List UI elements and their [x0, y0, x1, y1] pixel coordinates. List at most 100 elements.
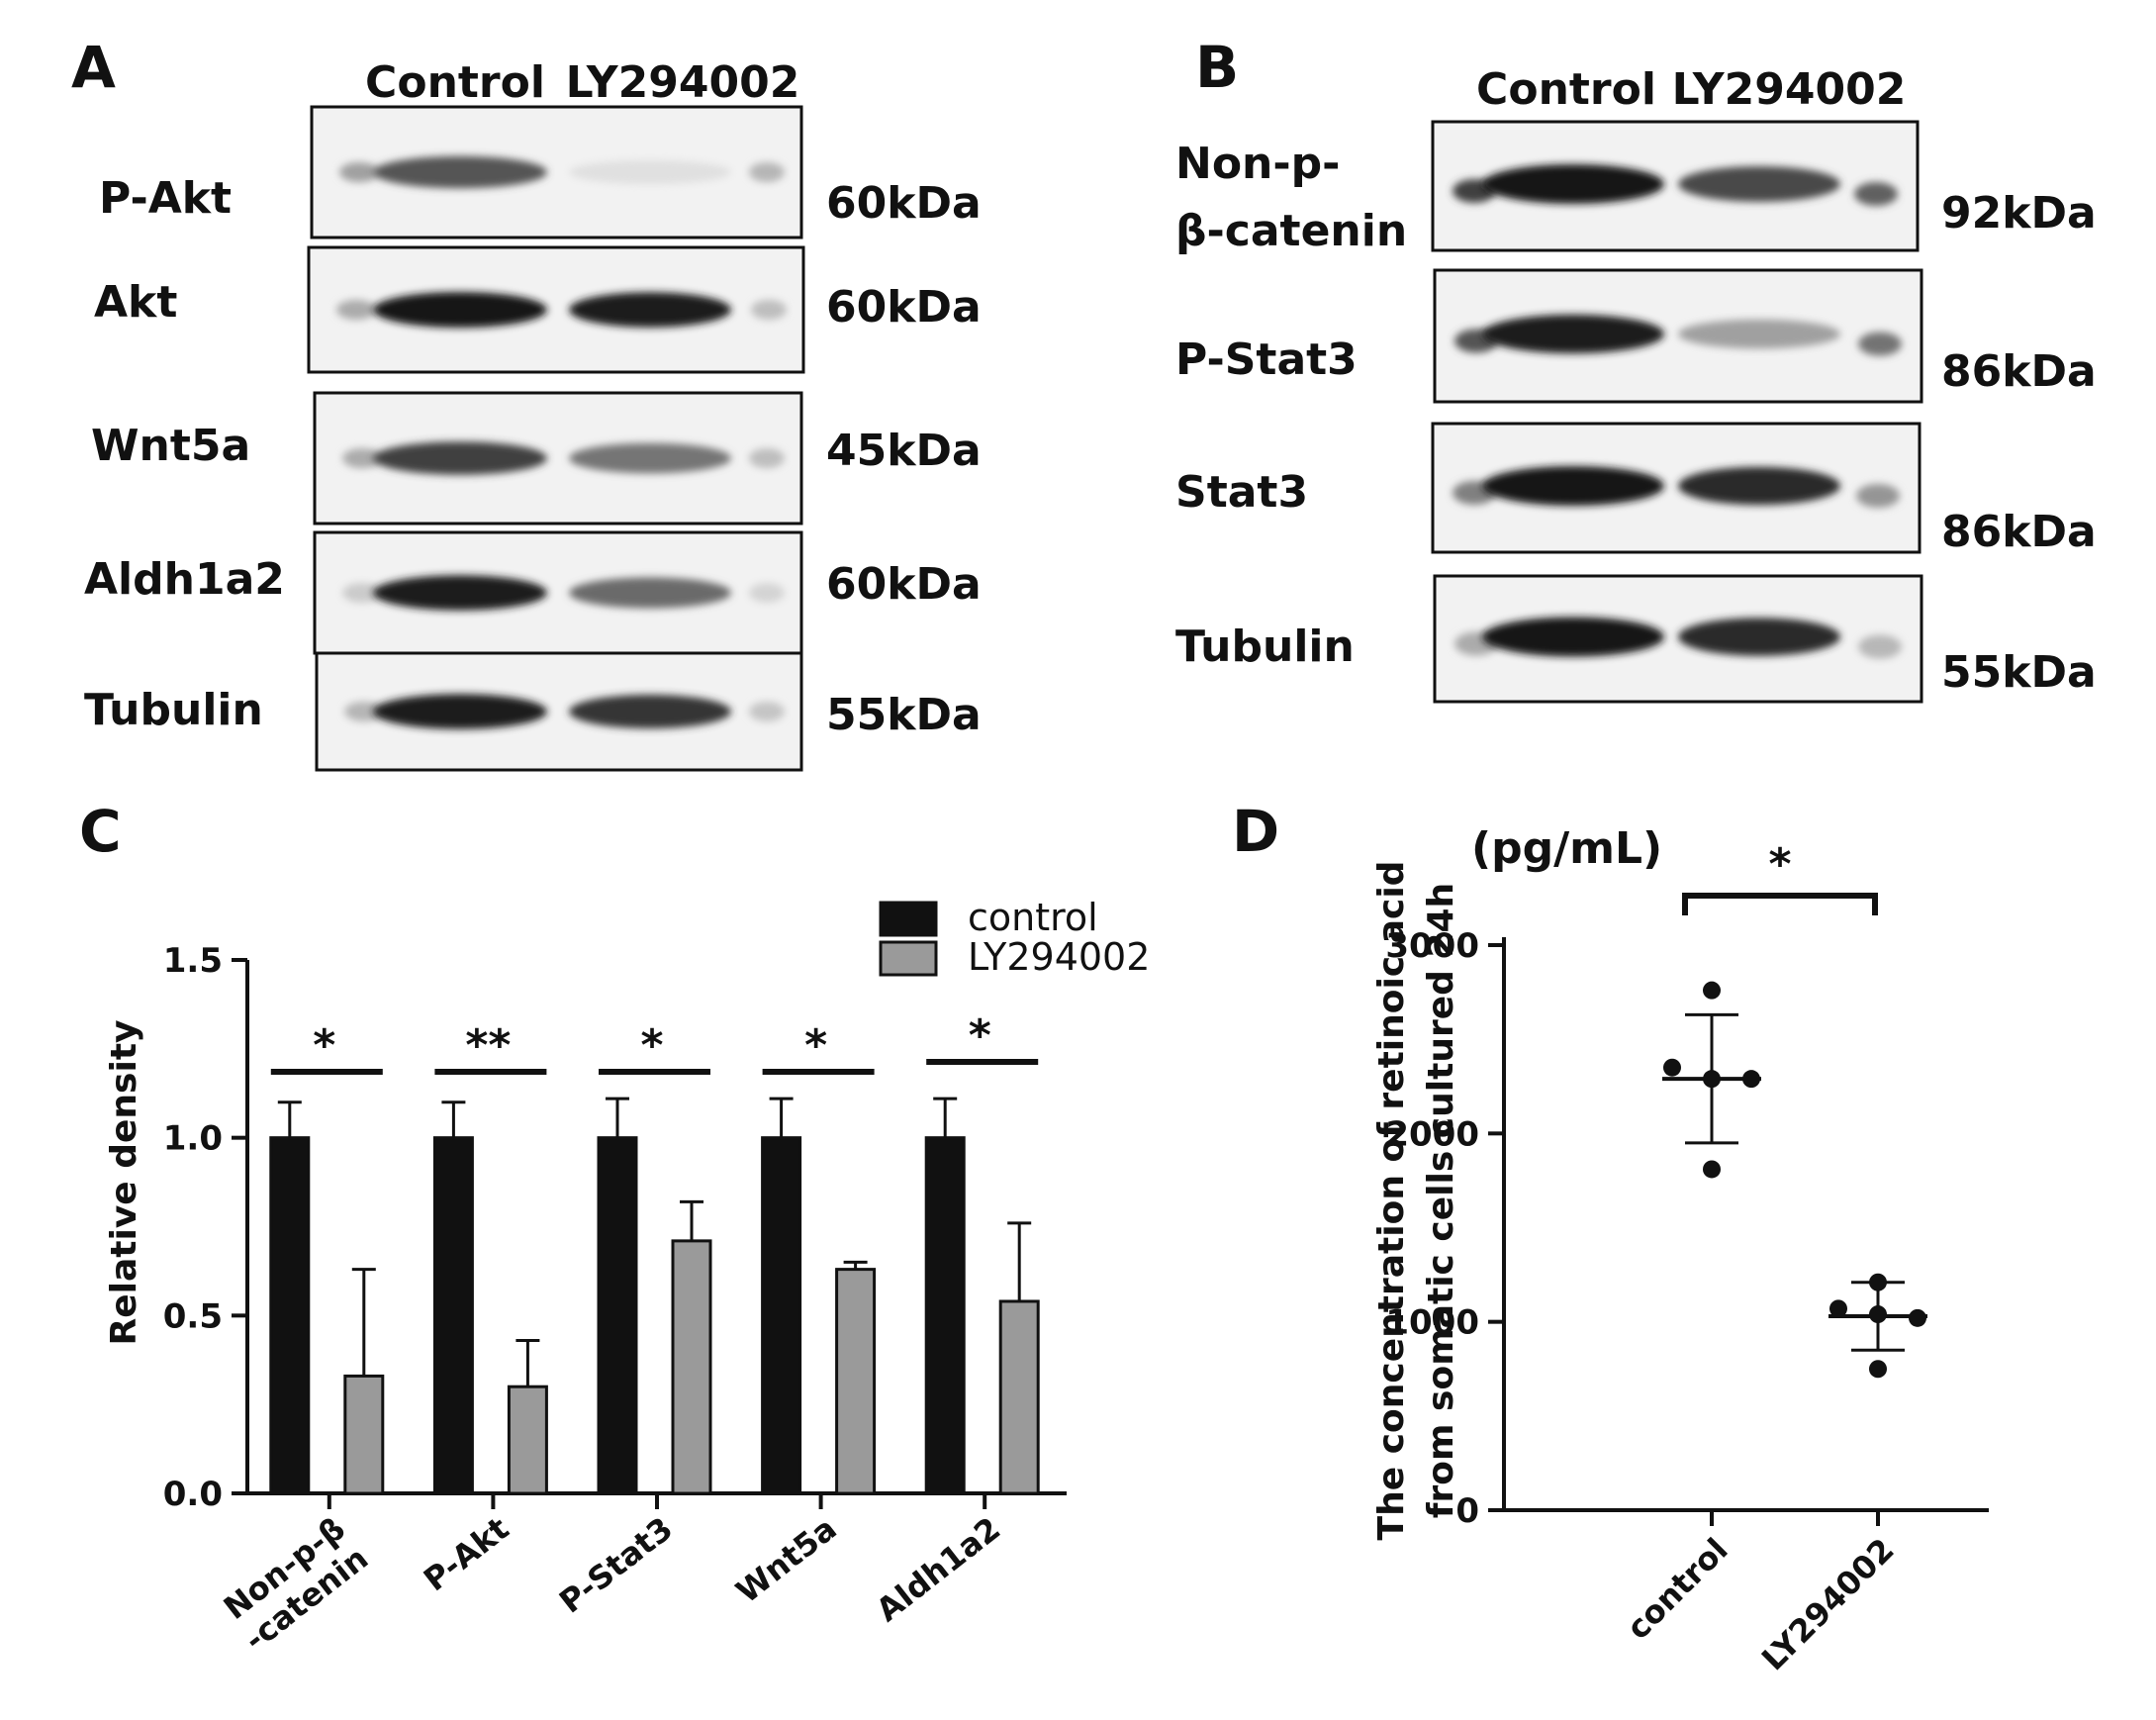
panel-a-header-ly294002: LY294002 — [566, 57, 800, 108]
panel-c-significance-label: * — [969, 1010, 991, 1061]
panel-c-y-tick-label: 0.0 — [163, 1475, 223, 1514]
panel-b-header-ly294002: LY294002 — [1672, 64, 1907, 115]
legend-swatch-control — [879, 901, 938, 937]
panel-c-bar-ly294002 — [343, 1374, 385, 1495]
panel-d-category-label-text: LY294002 — [1754, 1531, 1902, 1678]
panel-a-band — [569, 577, 731, 609]
panel-c-bar-ly294002 — [998, 1299, 1040, 1495]
panel-b-blot-label: P-Stat3 — [1175, 334, 1358, 385]
panel-b-band — [1678, 319, 1840, 349]
panel-b-band — [1678, 466, 1840, 506]
panel-c-category-label-line: Wnt5a — [729, 1509, 844, 1610]
panel-a-band — [373, 155, 547, 189]
panel-c-bar-control — [597, 1136, 638, 1495]
panel-b-blots: Non-p-β-catenin 92kDa P-Stat3 86kDa Stat3 86k… — [1175, 120, 2097, 704]
panel-d-category-label: LY294002 — [1754, 1531, 1902, 1678]
panel-a-kda-label: 60kDa — [826, 178, 982, 229]
panel-b-kda-label: 92kDa — [1941, 188, 2097, 239]
panel-b-blot-label: β-catenin — [1175, 206, 1407, 256]
panel-d-significance-bracket — [1682, 893, 1878, 915]
panel-a-blot-label: P-Akt — [99, 173, 232, 224]
panel-a-band — [373, 292, 547, 328]
panel-a-header-control: Control — [365, 57, 545, 108]
panel-a-kda-label: 60kDa — [826, 559, 982, 610]
panel-a-ladder-band — [339, 162, 379, 182]
panel-d-data-point — [1869, 1305, 1887, 1324]
panel-a-kda-label: 55kDa — [826, 690, 982, 740]
panel-d-y-axis-title-line2: from somatic cells cultured 24h — [1421, 883, 1461, 1518]
panel-c-category-label: P-Akt — [417, 1509, 516, 1598]
panel-b-kda-label: 86kDa — [1941, 507, 2097, 557]
panel-a-blot-label: Tubulin — [84, 685, 263, 735]
panel-a-band — [569, 442, 731, 474]
panel-d-data-point — [1869, 1273, 1887, 1291]
panel-c-bar-control — [269, 1136, 311, 1495]
panel-a-band — [373, 441, 547, 475]
panel-b-ladder-band — [1858, 332, 1902, 356]
panel-a-kda-label: 60kDa — [826, 282, 982, 333]
panel-c-significance-label: ** — [465, 1020, 511, 1071]
panel-a-ladder-band — [342, 448, 382, 468]
panel-c-category-label: Aldh1a2 — [869, 1509, 1007, 1629]
panel-a-blot-label: Wnt5a — [91, 421, 250, 471]
panel-c-significance-label: * — [640, 1020, 663, 1071]
panel-d-category-label-text: control — [1619, 1531, 1734, 1647]
panel-b-ladder-band — [1854, 182, 1898, 206]
panel-c-legend: control LY294002 — [879, 896, 1150, 979]
panel-c-y-tick-label: 1.5 — [163, 941, 223, 981]
panel-d-y-tick-label: 3000 — [1385, 926, 1479, 966]
panel-b-kda-label: 55kDa — [1941, 647, 2097, 698]
panel-d-data-point — [1909, 1308, 1926, 1327]
panel-c-bar-ly294002 — [507, 1385, 548, 1495]
panel-d-unit-label: (pg/mL) — [1471, 823, 1662, 874]
panel-c-category-label-line: P-Akt — [417, 1509, 516, 1598]
panel-a-ladder-band — [749, 702, 785, 721]
panel-a-kda-label: 45kDa — [826, 426, 982, 476]
panel-b-band — [1482, 314, 1664, 354]
panel-a-band — [569, 292, 731, 328]
panel-b-band — [1482, 164, 1664, 204]
panel-c-significance-label: * — [804, 1020, 827, 1071]
panel-d-y-axis-title-line1: The concentration of retinoic acid — [1371, 861, 1412, 1541]
panel-c-bar-control — [924, 1136, 966, 1495]
panel-c-bar-ly294002 — [835, 1268, 877, 1495]
panel-d-scatter-chart: (pg/mL) The concentration of retinoic ac… — [1371, 823, 1989, 1677]
panel-d-data-point — [1703, 1070, 1721, 1089]
panel-a-ladder-band — [749, 583, 785, 603]
panel-b-band — [1678, 166, 1840, 202]
panel-b-blot-label: Non-p- — [1175, 139, 1340, 189]
panel-a-blots: P-Akt 60kDa Akt 60kDa Wnt5a 45kDa Aldh1a2 60kDa… — [84, 105, 982, 772]
panel-d-y-tick-label: 0 — [1455, 1491, 1479, 1531]
panel-a-band — [373, 575, 547, 611]
panel-d-y-tick-label: 2000 — [1385, 1114, 1479, 1154]
panel-c-category-label-line: P-Stat3 — [552, 1509, 680, 1620]
panel-b-ladder-band — [1858, 634, 1902, 659]
panel-d-data-point — [1742, 1070, 1760, 1089]
panel-a-band — [373, 694, 547, 729]
panel-d-data-point — [1703, 981, 1721, 1000]
panel-c-bar-ly294002 — [671, 1239, 712, 1495]
panel-d-data-point — [1703, 1160, 1721, 1179]
panel-b-band — [1678, 618, 1840, 656]
panel-a-letter: A — [71, 34, 116, 101]
panel-c-bar-chart: Relative density control LY294002 0.0 0.5… — [104, 896, 1150, 1659]
panel-d-data-point — [1869, 1360, 1887, 1379]
panel-d-y-tick-label: 1000 — [1385, 1303, 1479, 1343]
panel-a-ladder-band — [751, 300, 787, 320]
panel-b-header-control: Control — [1476, 64, 1656, 115]
panel-b-letter: B — [1195, 34, 1239, 101]
panel-b-ladder-band — [1856, 484, 1900, 508]
panel-a-blot-label: Aldh1a2 — [84, 554, 285, 605]
panel-b-blot-label: Stat3 — [1175, 467, 1308, 518]
panel-d-letter: D — [1232, 798, 1279, 865]
panel-c-category-label: Wnt5a — [729, 1509, 844, 1610]
panel-a-ladder-band — [749, 162, 785, 182]
legend-label-ly294002: LY294002 — [968, 935, 1150, 979]
panel-b-band — [1482, 466, 1664, 506]
panel-c-significance-label: * — [313, 1020, 335, 1071]
panel-a-band — [569, 694, 731, 729]
panel-b-band — [1482, 617, 1664, 657]
panel-c-y-tick-label: 1.0 — [163, 1119, 223, 1159]
panel-a-ladder-band — [749, 448, 785, 468]
